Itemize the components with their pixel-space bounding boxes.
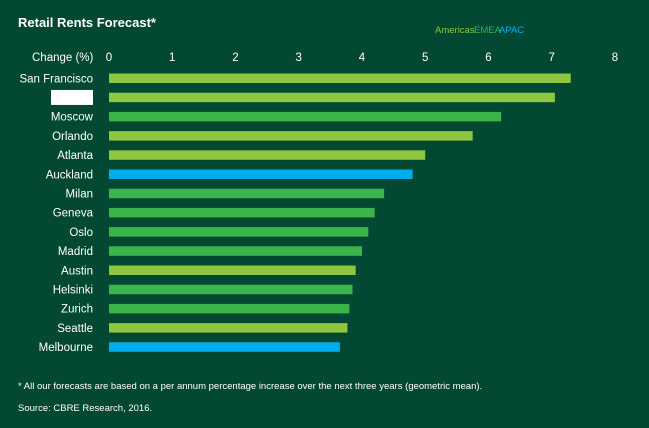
category-label: Atlanta	[57, 150, 93, 162]
category-label: Madrid	[58, 246, 93, 258]
x-tick-label: 2	[232, 52, 238, 64]
bar	[109, 169, 413, 179]
category-label: San Francisco	[19, 73, 93, 85]
x-tick-label: 7	[549, 52, 555, 64]
bar	[109, 246, 362, 256]
bar	[109, 342, 340, 352]
footnote: * All our forecasts are based on a per a…	[18, 381, 482, 392]
category-label: Helsinki	[53, 284, 93, 296]
bar	[109, 284, 353, 295]
bar	[109, 207, 375, 218]
axis-label: Change (%)	[32, 52, 94, 64]
bar	[109, 73, 571, 83]
category-label: Geneva	[53, 208, 94, 220]
x-tick-label: 0	[106, 52, 112, 64]
category-label: Austin	[61, 265, 93, 277]
category-labels: San Francisco Denver Moscow Orlando Atlanta A…	[19, 73, 93, 354]
x-tick-label: 5	[422, 52, 428, 64]
category-label: Zurich	[61, 304, 93, 316]
legend-emea: EMEA	[474, 25, 502, 36]
x-tick-label: 4	[359, 52, 366, 64]
category-label: Denver	[56, 92, 93, 104]
legend-apac: APAC	[499, 25, 524, 36]
bar	[109, 265, 356, 275]
chart-title: Retail Rents Forecast*	[18, 15, 157, 30]
category-label: Milan	[66, 188, 93, 200]
category-label: Orlando	[52, 131, 93, 143]
x-tick-label: 3	[296, 52, 302, 64]
bar	[109, 303, 350, 314]
x-tick-label: 1	[169, 52, 175, 64]
x-tick-label: 6	[485, 52, 491, 64]
bar	[109, 131, 473, 141]
x-tick-label: 8	[612, 52, 618, 64]
category-label: Oslo	[69, 227, 93, 239]
bar	[109, 227, 369, 237]
legend: Americas EMEA APAC	[435, 25, 524, 36]
x-tick-labels: 0 1 2 3 4 5 6 7 8	[106, 52, 618, 64]
bar	[109, 188, 385, 199]
highlight-box	[51, 89, 93, 105]
category-label: Melbourne	[39, 342, 93, 354]
bar	[109, 92, 555, 103]
source-note: Source: CBRE Research, 2016.	[18, 403, 152, 414]
legend-americas: Americas	[435, 25, 475, 36]
category-label: Seattle	[57, 323, 93, 335]
category-label: Auckland	[46, 169, 93, 181]
bar	[109, 150, 426, 160]
bar	[109, 323, 348, 333]
bar	[109, 111, 502, 122]
bars	[109, 73, 571, 352]
category-label: Moscow	[51, 112, 94, 124]
